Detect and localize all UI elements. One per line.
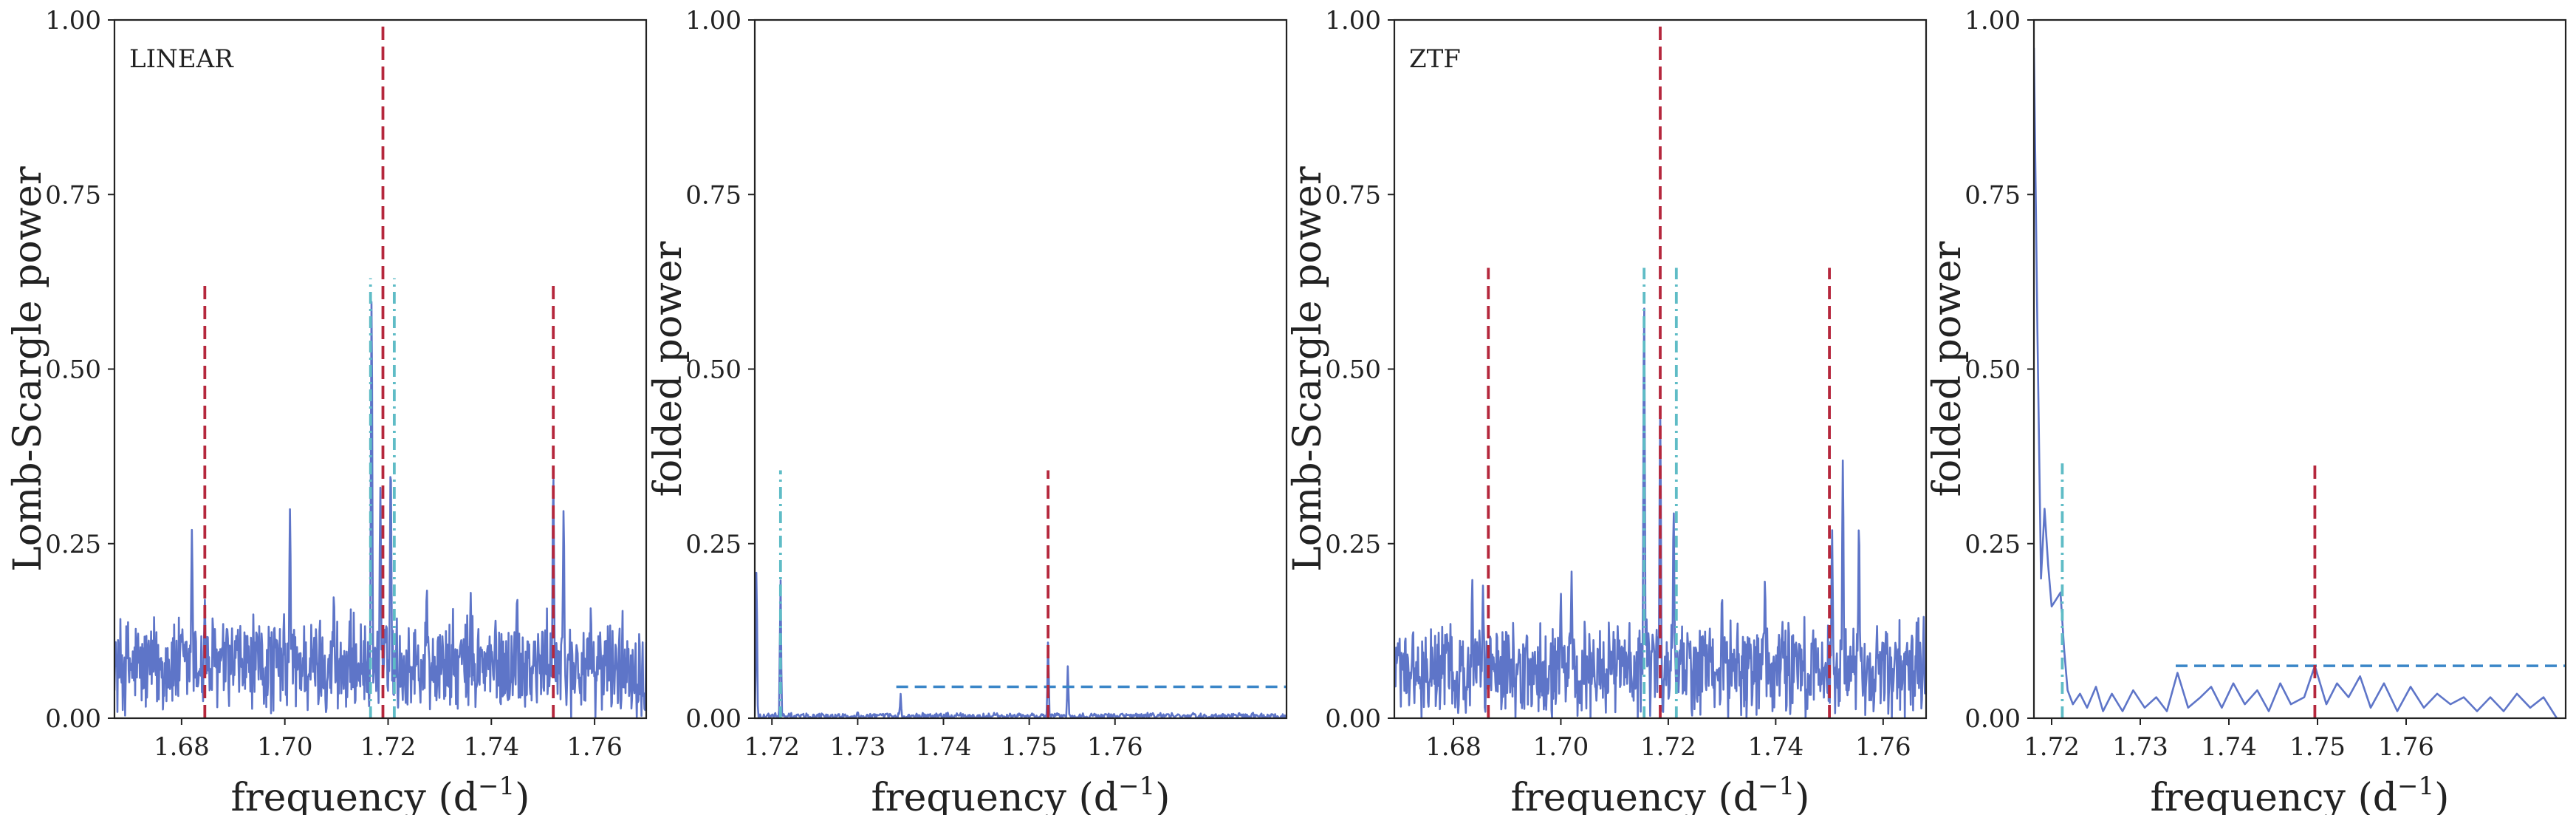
plot-area xyxy=(755,20,1287,718)
x-tick-label: 1.72 xyxy=(360,732,417,762)
y-tick-label: 1.00 xyxy=(1964,6,2021,35)
x-tick-label: 1.75 xyxy=(1001,732,1058,762)
x-axis-label: frequency (d−1) xyxy=(2151,771,2450,815)
y-tick-label: 0.75 xyxy=(45,180,101,210)
x-axis-label: frequency (d−1) xyxy=(231,771,530,815)
y-tick-label: 0.50 xyxy=(685,355,741,385)
y-tick-label: 0.00 xyxy=(1325,704,1381,734)
x-tick-label: 1.68 xyxy=(1425,732,1481,762)
x-axis-label: frequency (d−1) xyxy=(1511,771,1810,815)
x-tick-label: 1.70 xyxy=(1533,732,1589,762)
x-tick-label: 1.74 xyxy=(916,732,972,762)
y-tick-label: 0.00 xyxy=(685,704,741,734)
x-tick-label: 1.74 xyxy=(463,732,519,762)
panel-4: 1.72 1.73 1.74 1.75 1.76 0.00 0.25 0.50 0.75 1.00… xyxy=(1925,6,2567,815)
power-series-line xyxy=(2034,47,2558,718)
x-axis-label: frequency (d−1) xyxy=(871,771,1171,815)
panel-2: 1.72 1.73 1.74 1.75 1.76 0.00 0.25 0.50 0.75 1.00… xyxy=(646,6,1288,815)
x-tick-label: 1.76 xyxy=(566,732,623,762)
y-tick-label: 1.00 xyxy=(1325,6,1381,35)
y-tick-label: 0.00 xyxy=(1964,704,2021,734)
y-axis-label: folded power xyxy=(1925,241,1970,497)
x-tick-label: 1.70 xyxy=(257,732,313,762)
x-tick-label: 1.72 xyxy=(2024,732,2080,762)
x-tick-label: 1.72 xyxy=(1640,732,1696,762)
y-tick-label: 0.00 xyxy=(45,704,101,734)
panel-label: ZTF xyxy=(1409,44,1461,74)
y-axis-label: Lomb-Scargle power xyxy=(1286,166,1330,572)
y-tick-label: 1.00 xyxy=(45,6,101,35)
x-tick-label: 1.73 xyxy=(2112,732,2168,762)
y-tick-label: 0.75 xyxy=(1325,180,1381,210)
plot-area xyxy=(2034,20,2566,718)
panel-1: 1.68 1.70 1.72 1.74 1.76 0.00 0.25 0.50 0.75 1.00… xyxy=(6,6,648,815)
y-tick-label: 0.25 xyxy=(1964,530,2021,559)
x-tick-label: 1.74 xyxy=(1748,732,1804,762)
panel-label: LINEAR xyxy=(129,44,234,74)
y-tick-label: 0.25 xyxy=(45,530,101,559)
x-tick-label: 1.75 xyxy=(2289,732,2346,762)
y-tick-label: 0.25 xyxy=(685,530,741,559)
data-layer xyxy=(1394,20,1926,718)
y-axis-label: Lomb-Scargle power xyxy=(6,166,50,572)
power-series-line xyxy=(114,301,646,718)
panel-3: 1.68 1.70 1.72 1.74 1.76 0.00 0.25 0.50 0.75 1.00… xyxy=(1286,6,1928,815)
x-tick-label: 1.74 xyxy=(2201,732,2257,762)
y-tick-label: 1.00 xyxy=(685,6,741,35)
x-tick-label: 1.68 xyxy=(154,732,210,762)
plot-area xyxy=(114,20,646,718)
y-tick-label: 0.75 xyxy=(685,180,741,210)
x-tick-label: 1.73 xyxy=(830,732,886,762)
y-tick-label: 0.75 xyxy=(1964,180,2021,210)
x-tick-label: 1.72 xyxy=(744,732,800,762)
x-tick-label: 1.76 xyxy=(1087,732,1143,762)
y-tick-label: 0.50 xyxy=(45,355,101,385)
x-tick-label: 1.76 xyxy=(1855,732,1911,762)
y-axis-label: folded power xyxy=(646,241,691,497)
data-layer xyxy=(114,20,646,718)
y-tick-label: 0.50 xyxy=(1964,355,2021,385)
data-layer xyxy=(2034,47,2566,718)
y-tick-label: 0.50 xyxy=(1325,355,1381,385)
y-tick-label: 0.25 xyxy=(1325,530,1381,559)
x-tick-label: 1.76 xyxy=(2378,732,2434,762)
